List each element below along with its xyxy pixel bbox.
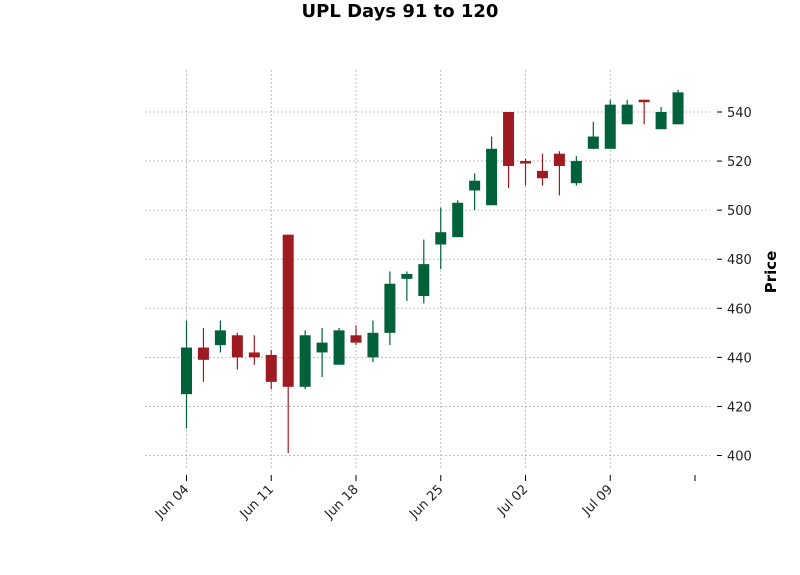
candle-body xyxy=(248,352,260,358)
y-tick-label: 400 xyxy=(727,450,752,465)
candle-body xyxy=(214,330,226,346)
candle-body xyxy=(553,153,565,166)
candle-body xyxy=(486,148,498,206)
candle-body xyxy=(604,104,616,149)
candle-body xyxy=(452,202,464,238)
x-tick-label: Jun 04 xyxy=(152,482,192,522)
y-tick-label: 500 xyxy=(727,204,752,219)
y-tick-label: 440 xyxy=(727,351,752,366)
candle-body xyxy=(316,342,328,353)
x-tick-label: Jun 11 xyxy=(237,482,277,522)
x-tick-label: Jun 18 xyxy=(322,482,362,522)
candle-body xyxy=(333,330,345,365)
candle-body xyxy=(282,234,294,387)
candle-body xyxy=(435,232,447,245)
candle-body xyxy=(418,264,430,297)
y-tick-label: 420 xyxy=(727,400,752,415)
candle-body xyxy=(570,161,582,184)
candle-body xyxy=(265,354,277,382)
candle-body xyxy=(638,99,650,103)
candle-body xyxy=(231,335,243,358)
candle-body xyxy=(401,273,413,279)
x-tick-label: Jul 02 xyxy=(494,482,531,519)
candle-body xyxy=(299,335,311,387)
candle-body xyxy=(655,112,667,130)
x-tick-label: Jul 09 xyxy=(579,482,616,519)
axes-layer: 400 420 440 460 480 500 520 540 Jun 04 Jun 11 Jun … xyxy=(152,106,752,523)
candle-body xyxy=(520,161,531,164)
y-tick-label: 480 xyxy=(727,253,752,268)
y-tick-label: 460 xyxy=(727,302,752,317)
y-axis-label: Price xyxy=(762,251,780,294)
candle-body xyxy=(197,347,209,360)
candle-body xyxy=(621,104,633,125)
candle-body xyxy=(503,112,515,166)
candle-body xyxy=(350,335,362,343)
candles-layer xyxy=(181,89,684,454)
candle-body xyxy=(181,347,192,395)
candle-body xyxy=(672,92,684,125)
candle-body xyxy=(367,332,379,358)
candle-body xyxy=(587,136,599,149)
chart-title: UPL Days 91 to 120 xyxy=(302,1,499,22)
x-tick-label: Jun 25 xyxy=(406,482,446,522)
y-tick-label: 540 xyxy=(727,106,752,121)
candle-body xyxy=(536,170,548,179)
candle-body xyxy=(469,180,481,191)
candle-body xyxy=(384,283,396,333)
y-tick-label: 520 xyxy=(727,155,752,170)
